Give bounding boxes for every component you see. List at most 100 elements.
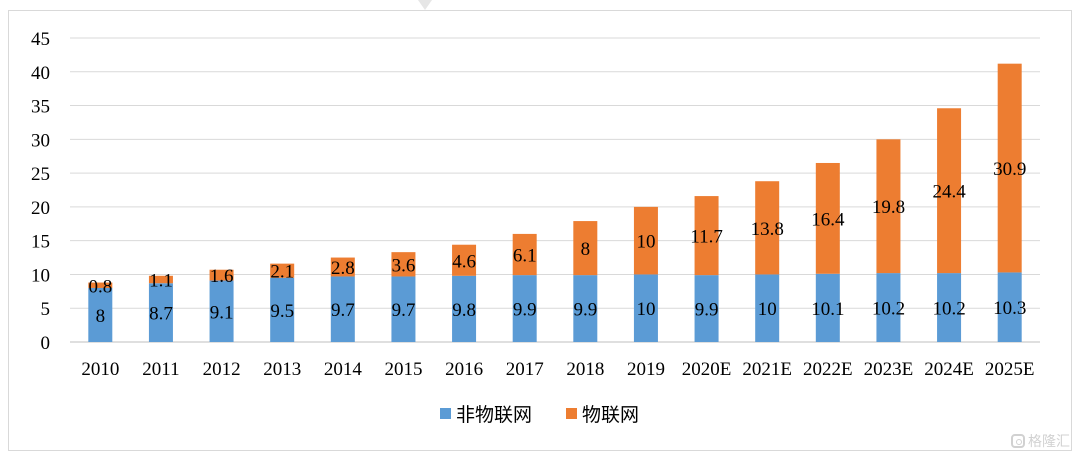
data-label-iot: 13.8 — [751, 219, 784, 240]
data-label-iot: 3.6 — [392, 255, 416, 276]
data-label-non-iot: 9.7 — [392, 300, 416, 321]
data-label-iot: 4.6 — [452, 251, 476, 272]
bar-iot — [391, 252, 416, 277]
bar-iot — [633, 206, 658, 275]
bar-non-iot — [694, 275, 719, 342]
bar-non-iot — [633, 274, 658, 342]
bar-non-iot — [573, 275, 598, 342]
bar-non-iot — [270, 277, 295, 342]
bar-iot — [512, 233, 537, 276]
data-label-non-iot: 8 — [96, 306, 106, 327]
y-tick-label: 20 — [31, 198, 50, 219]
data-label-iot: 0.8 — [88, 276, 112, 297]
x-tick-label: 2010 — [81, 359, 119, 380]
bar-non-iot — [330, 276, 355, 342]
data-label-iot: 19.8 — [872, 197, 905, 218]
bar-iot — [452, 244, 477, 276]
data-label-non-iot: 10 — [636, 299, 655, 320]
bar-iot — [330, 257, 355, 277]
x-tick-label: 2025E — [985, 359, 1035, 380]
x-tick-label: 2014 — [324, 359, 363, 380]
data-label-iot: 10 — [636, 232, 655, 253]
x-tick-label: 2024E — [924, 359, 974, 380]
y-tick-label: 40 — [31, 63, 50, 84]
data-label-iot: 16.4 — [811, 209, 845, 230]
data-label-iot: 1.1 — [149, 271, 173, 292]
bar-non-iot — [815, 273, 840, 342]
legend-label-non-iot: 非物联网 — [456, 404, 532, 426]
bar-non-iot — [88, 287, 113, 342]
data-label-non-iot: 9.1 — [210, 302, 234, 323]
y-tick-label: 5 — [41, 299, 51, 320]
x-tick-label: 2023E — [864, 359, 914, 380]
x-tick-label: 2013 — [263, 359, 301, 380]
bar-iot — [755, 181, 780, 275]
x-tick-label: 2021E — [742, 359, 792, 380]
y-tick-label: 45 — [31, 29, 50, 50]
x-tick-label: 2012 — [203, 359, 241, 380]
bar-iot — [573, 221, 598, 276]
chart-frame — [8, 10, 1072, 451]
bar-non-iot — [876, 273, 901, 342]
watermark: 格隆汇 — [1011, 431, 1070, 451]
bar-iot — [937, 108, 962, 274]
legend-swatch-iot — [566, 408, 577, 419]
bar-non-iot — [512, 275, 537, 342]
data-label-iot: 6.1 — [513, 246, 537, 267]
bar-non-iot — [937, 273, 962, 342]
bars — [88, 63, 1022, 342]
data-label-iot: 24.4 — [932, 182, 966, 203]
data-label-non-iot: 10.2 — [932, 299, 965, 320]
x-tick-label: 2017 — [506, 359, 544, 380]
x-tick-label: 2022E — [803, 359, 853, 380]
bar-iot — [815, 162, 840, 274]
bar-iot — [88, 282, 113, 288]
data-label-non-iot: 9.8 — [452, 300, 476, 321]
x-axis-ticks: 2010 2011 2012 2013 2014 2015 2016 2017 2018 2019… — [81, 359, 1034, 380]
bar-iot — [209, 269, 234, 281]
top-notch-decoration — [418, 0, 432, 10]
data-label-non-iot: 9.5 — [270, 301, 294, 322]
y-tick-label: 0 — [41, 333, 51, 354]
data-label-non-iot: 9.9 — [695, 300, 719, 321]
bar-non-iot — [209, 280, 234, 342]
bar-iot — [148, 275, 173, 284]
y-axis-ticks: 0 5 10 15 20 25 30 35 40 45 — [31, 29, 50, 354]
bar-iot — [997, 63, 1022, 273]
x-tick-label: 2011 — [142, 359, 179, 380]
legend: 非物联网 物联网 — [440, 404, 639, 426]
data-label-iot: 2.8 — [331, 258, 355, 279]
data-label-non-iot: 9.9 — [513, 300, 537, 321]
data-label-iot: 1.6 — [210, 266, 234, 287]
bar-iot — [270, 263, 295, 278]
data-label-non-iot: 10.1 — [811, 299, 844, 320]
bar-non-iot — [452, 275, 477, 342]
data-label-non-iot: 10 — [758, 299, 777, 320]
data-label-non-iot: 8.7 — [149, 304, 173, 325]
bar-non-iot — [997, 272, 1022, 342]
data-label-iot: 11.7 — [690, 227, 723, 248]
bar-non-iot — [391, 276, 416, 342]
bar-non-iot — [148, 283, 173, 342]
y-tick-label: 30 — [31, 130, 50, 151]
x-tick-label: 2018 — [566, 359, 604, 380]
legend-label-iot: 物联网 — [582, 404, 639, 426]
bar-iot — [694, 196, 719, 276]
data-label-non-iot: 10.3 — [993, 298, 1026, 319]
x-tick-label: 2020E — [682, 359, 732, 380]
y-tick-label: 25 — [31, 164, 50, 185]
bar-non-iot — [755, 274, 780, 342]
data-label-non-iot: 9.7 — [331, 300, 355, 321]
x-tick-label: 2019 — [627, 359, 665, 380]
gelonghui-logo-icon — [1011, 434, 1025, 448]
legend-swatch-non-iot — [440, 408, 451, 419]
watermark-text: 格隆汇 — [1028, 434, 1070, 450]
x-tick-label: 2015 — [384, 359, 422, 380]
x-tick-label: 2016 — [445, 359, 483, 380]
data-label-iot: 2.1 — [270, 262, 294, 283]
data-label-iot: 30.9 — [993, 159, 1026, 180]
data-label-non-iot: 9.9 — [573, 300, 597, 321]
data-label-iot: 8 — [581, 239, 591, 260]
bar-iot — [876, 139, 901, 274]
